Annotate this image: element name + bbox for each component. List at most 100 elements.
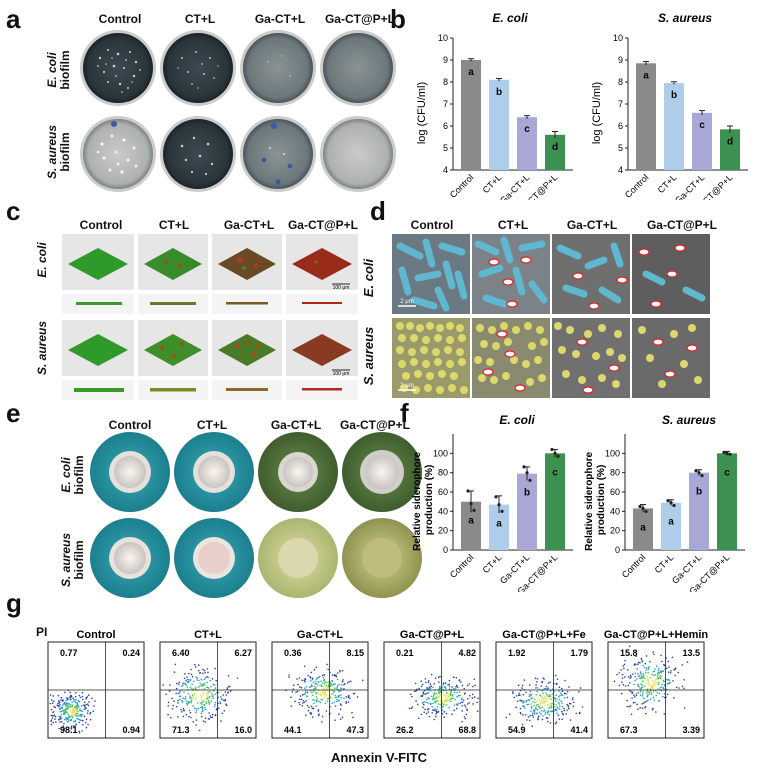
event-dot (522, 693, 525, 696)
event-dot (188, 672, 190, 675)
event-dot (229, 690, 232, 692)
event-dot (62, 725, 65, 727)
event-dot (631, 691, 634, 693)
event-dot (652, 690, 655, 692)
event-dot (545, 698, 547, 701)
event-dot (64, 702, 67, 704)
event-dot (642, 693, 644, 695)
event-dot (190, 699, 193, 702)
event-dot (185, 713, 188, 716)
y-tick-label: 8 (443, 77, 448, 87)
event-dot (634, 701, 636, 704)
event-dot (321, 691, 324, 694)
event-dot (656, 683, 659, 686)
event-dot (62, 726, 65, 729)
event-dot (315, 691, 317, 694)
event-dot (323, 679, 325, 682)
event-dot (640, 657, 643, 660)
event-dot (558, 718, 561, 720)
event-dot (165, 693, 167, 696)
data-point (672, 503, 676, 508)
event-dot (202, 683, 204, 686)
event-dot (59, 708, 61, 711)
event-dot (200, 706, 202, 709)
event-dot (546, 693, 548, 696)
event-dot (428, 715, 431, 718)
event-dot (432, 686, 434, 689)
event-dot (200, 712, 202, 715)
event-dot (319, 692, 322, 694)
event-dot (204, 676, 207, 679)
event-dot (536, 690, 538, 693)
event-dot (201, 705, 204, 708)
event-dot (519, 699, 521, 702)
event-dot (65, 707, 68, 710)
event-dot (195, 724, 197, 726)
significance-letter: d (552, 142, 558, 153)
event-dot (445, 694, 447, 697)
event-dot (224, 691, 227, 693)
bar (633, 508, 653, 550)
event-dot (202, 720, 205, 722)
event-dot (295, 691, 297, 693)
event-dot (536, 686, 539, 689)
event-dot (424, 708, 426, 711)
event-dot (535, 693, 538, 696)
event-dot (429, 683, 432, 685)
event-dot (461, 704, 464, 707)
event-dot (473, 696, 476, 698)
event-dot (557, 714, 560, 716)
event-dot (215, 708, 218, 711)
cas-saureus-gactpl (342, 518, 422, 598)
event-dot (452, 687, 455, 690)
event-dot (87, 704, 90, 707)
significance-letter: b (524, 488, 530, 499)
event-dot (189, 700, 192, 703)
y-tick-label: 6 (618, 121, 623, 131)
bar (517, 473, 537, 550)
event-dot (227, 692, 229, 694)
event-dot (334, 705, 337, 707)
event-dot (533, 701, 536, 704)
event-dot (540, 685, 543, 687)
event-dot (558, 690, 560, 692)
event-dot (572, 697, 574, 699)
panel-e-col-title: CT+L (196, 418, 228, 432)
event-dot (317, 714, 320, 717)
event-dot (536, 678, 539, 680)
event-dot (72, 697, 74, 699)
event-dot (51, 717, 54, 719)
event-dot (645, 682, 647, 684)
event-dot (471, 697, 474, 699)
event-dot (204, 707, 206, 709)
event-dot (347, 694, 350, 697)
quadrant-percent: 44.1 (284, 725, 302, 735)
event-dot (86, 703, 89, 705)
event-dot (555, 700, 557, 703)
event-dot (204, 672, 206, 674)
event-dot (624, 659, 626, 662)
event-dot (215, 679, 217, 682)
event-dot (194, 686, 197, 689)
event-dot (66, 705, 69, 708)
event-dot (422, 706, 424, 709)
event-dot (476, 701, 478, 704)
event-dot (87, 723, 89, 726)
event-dot (518, 692, 520, 695)
event-dot (202, 709, 204, 712)
data-point (553, 451, 557, 455)
category-label: CT+L (481, 552, 504, 575)
panel-c-col-title: Ga-CT+L (223, 218, 275, 232)
event-dot (310, 691, 313, 694)
event-dot (336, 698, 338, 701)
bar (545, 134, 565, 170)
data-point (528, 478, 532, 482)
dish-saureus-gactpl (320, 116, 396, 192)
event-dot (226, 687, 229, 689)
event-dot (304, 680, 306, 683)
dish-ecoli-ctl (160, 30, 236, 106)
event-dot (171, 697, 173, 700)
event-dot (339, 690, 342, 692)
flow-plot: Control 0.77 0.24 98.1 0.94 (47, 629, 145, 739)
event-dot (445, 704, 448, 706)
